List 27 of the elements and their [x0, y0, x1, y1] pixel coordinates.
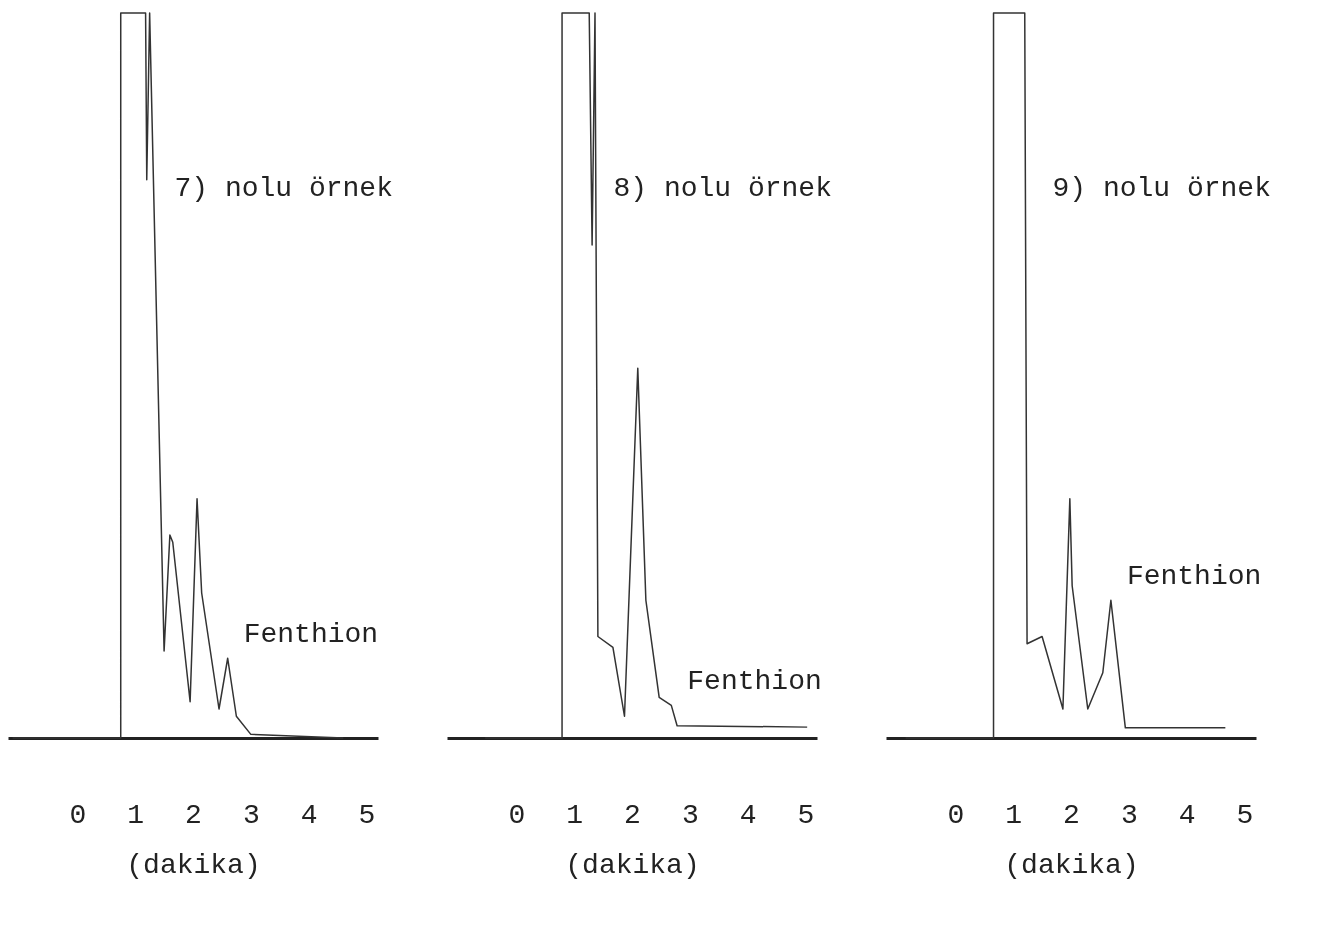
annotation: Fenthion	[1126, 561, 1262, 593]
x-axis-title: (dakika)	[565, 849, 700, 881]
x-tick-label: 1	[1005, 799, 1023, 831]
x-tick-label: 0	[69, 799, 87, 831]
x-tick-label: 2	[185, 799, 202, 831]
x-axis-title: (dakika)	[126, 849, 261, 881]
text: 7) nolu örnek	[174, 173, 393, 204]
x-tick-label: 5	[1236, 799, 1254, 831]
x-tick-label: 5	[797, 799, 815, 831]
x-tick-label: 3	[242, 799, 260, 831]
annotation: Fenthion	[687, 666, 822, 698]
x-tick-label: 3	[1120, 799, 1138, 831]
x-tick-label: 0	[947, 799, 965, 831]
x-tick-label: 2	[1063, 799, 1080, 831]
x-tick-label: 2	[624, 799, 641, 831]
x-tick-label: 4	[300, 799, 318, 831]
x-tick-label: 5	[358, 799, 376, 831]
x-tick-label: 0	[508, 799, 526, 831]
x-tick-label: 3	[681, 799, 699, 831]
x-tick-label: 4	[1178, 799, 1196, 831]
text: 9) nolu örnek	[1052, 173, 1271, 204]
x-tick-label: 1	[566, 799, 584, 831]
x-tick-label: 1	[127, 799, 145, 831]
x-axis-title: (dakika)	[1004, 849, 1139, 881]
text: 8) nolu örnek	[613, 173, 832, 204]
x-tick-label: 4	[739, 799, 757, 831]
annotation: Fenthion	[243, 619, 379, 651]
